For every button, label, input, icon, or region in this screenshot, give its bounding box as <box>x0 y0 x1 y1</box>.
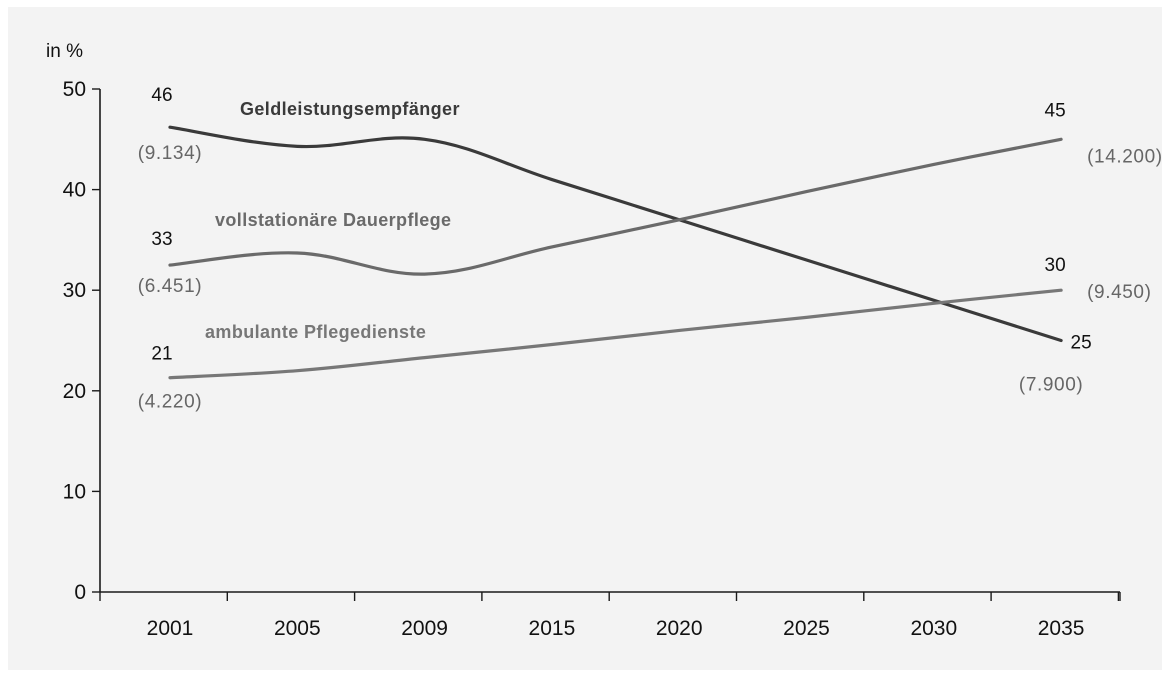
x-tick-label: 2020 <box>656 617 703 640</box>
end-absolute-label: (14.200) <box>1087 146 1162 167</box>
y-tick-label: 30 <box>63 279 86 302</box>
series-line-ambulante-pflegedienste <box>168 288 1063 380</box>
series-line-geldleistungsempf-nger <box>168 125 1063 343</box>
x-tick-label: 2005 <box>274 617 321 640</box>
y-axis-unit-label: in % <box>46 41 83 62</box>
series-name-label: vollstationäre Dauerpflege <box>215 210 451 230</box>
end-value-label: 30 <box>1045 255 1066 276</box>
labels-layer: Geldleistungsempfänger 46 (9.134) 25 (7.900)… <box>138 85 1162 412</box>
y-tick-label: 40 <box>63 179 86 202</box>
x-tick-label: 2035 <box>1038 617 1085 640</box>
end-absolute-label: (7.900) <box>1019 375 1083 396</box>
end-value-label: 45 <box>1045 100 1066 121</box>
end-value-label: 25 <box>1071 333 1092 354</box>
start-absolute-label: (6.451) <box>138 276 202 297</box>
start-value-label: 33 <box>151 229 172 250</box>
x-tick-label: 2015 <box>529 617 576 640</box>
end-absolute-label: (9.450) <box>1087 282 1151 303</box>
series-name-label: ambulante Pflegedienste <box>205 322 426 342</box>
start-value-label: 21 <box>151 344 172 365</box>
x-tick-label: 2030 <box>910 617 957 640</box>
y-tick-label: 10 <box>63 480 86 503</box>
x-tick-label: 2001 <box>147 617 194 640</box>
start-value-label: 46 <box>151 85 172 106</box>
x-tick-label: 2009 <box>401 617 448 640</box>
chart-panel: in % 0 10 20 30 40 50 2001 2005 2009 2015 2020 2025… <box>8 7 1162 670</box>
start-absolute-label: (9.134) <box>138 143 202 164</box>
series-layer <box>168 125 1063 380</box>
y-tick-label: 0 <box>74 581 86 604</box>
series-name-label: Geldleistungsempfänger <box>240 99 460 119</box>
y-tick-label: 50 <box>63 78 86 101</box>
series-line-vollstation-re-dauerpflege <box>168 137 1063 276</box>
y-tick-label: 20 <box>63 380 86 403</box>
x-tick-label: 2025 <box>783 617 830 640</box>
start-absolute-label: (4.220) <box>138 392 202 413</box>
